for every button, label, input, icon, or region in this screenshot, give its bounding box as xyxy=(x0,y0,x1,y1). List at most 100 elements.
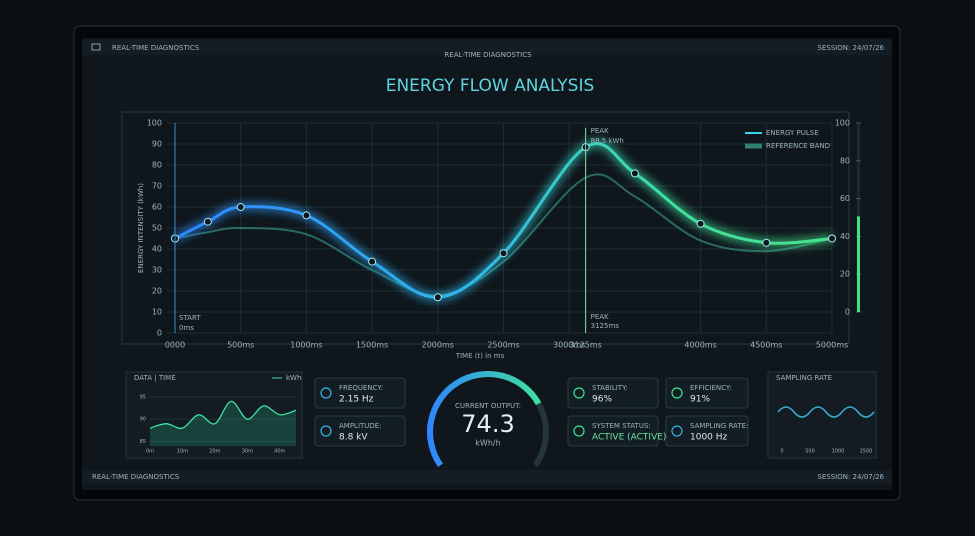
footer-left: REAL-TIME DIAGNOSTICS xyxy=(92,473,180,481)
x-tick-label: 500ms xyxy=(227,341,254,350)
data-point xyxy=(368,257,377,266)
x-tick-label: 5000ms xyxy=(816,341,848,350)
session: SESSION: 24/07/26 xyxy=(817,44,884,52)
legend-label: ENERGY PULSE xyxy=(766,129,819,137)
y-tick-label: 0 xyxy=(157,329,162,338)
x-tick-label: 0000 xyxy=(165,341,185,350)
data-point xyxy=(762,238,771,247)
menu-icon[interactable] xyxy=(91,43,101,51)
metric-icon xyxy=(573,387,585,399)
legend-label: REFERENCE BAND xyxy=(766,142,830,150)
sampling-panel xyxy=(767,371,877,459)
mini-legend: kWh xyxy=(286,374,301,382)
metric-label: SAMPLING RATE: xyxy=(690,422,748,430)
metric-icon xyxy=(320,425,332,437)
metric-value: 8.8 kV xyxy=(339,433,368,443)
sampling-tick: 1000 xyxy=(832,449,845,455)
metric-value: 96% xyxy=(592,395,612,405)
metric-box xyxy=(665,377,749,409)
mini-x-tick: 20m xyxy=(209,449,220,455)
sampling-tick: 0 xyxy=(780,449,783,455)
data-point xyxy=(828,234,836,243)
metric-box xyxy=(567,377,659,409)
metric-value: 1000 Hz xyxy=(690,433,728,443)
y-tick-label: 30 xyxy=(152,266,162,275)
x-tick-label: 1500ms xyxy=(356,341,388,350)
metric-label: SYSTEM STATUS: xyxy=(592,422,651,430)
right-tick-label: 20 xyxy=(840,270,850,279)
metric-icon xyxy=(671,387,683,399)
metric-label: STABILITY: xyxy=(592,384,628,392)
data-point xyxy=(203,217,212,226)
gauge-fill xyxy=(427,371,542,467)
metric-label: FREQUENCY: xyxy=(339,384,383,392)
data-point xyxy=(630,169,639,178)
sampling-title: SAMPLING RATE xyxy=(776,374,832,382)
data-point xyxy=(696,219,705,228)
mini-y-tick: 95 xyxy=(140,394,146,400)
sampling-tick: 500 xyxy=(805,449,815,455)
footer-bar xyxy=(82,470,892,484)
start-time: 0ms xyxy=(179,324,194,332)
y-tick-label: 20 xyxy=(152,287,162,296)
right-tick-label: 0 xyxy=(845,308,850,317)
metric-icon xyxy=(573,425,585,437)
sampling-wave xyxy=(777,406,875,418)
x-tick-label: 3000ms xyxy=(553,341,585,350)
x-tick-label: 4000ms xyxy=(684,341,716,350)
mini-x-tick: 30m xyxy=(242,449,253,455)
mini-y-tick: 85 xyxy=(140,439,146,445)
gauge-unit: kWh/h xyxy=(475,439,500,448)
chart-title: ENERGY FLOW ANALYSIS xyxy=(386,76,595,96)
metric-value: ACTIVE (ACTIVE) xyxy=(592,433,666,443)
metric-value: 2.15 Hz xyxy=(339,395,374,405)
x-tick-label: 2500ms xyxy=(487,341,519,350)
right-tick-label: 40 xyxy=(840,232,850,241)
metric-box xyxy=(314,415,406,447)
peak-time: 3125ms xyxy=(591,322,620,330)
metric-label: AMPLITUDE: xyxy=(339,422,382,430)
peak-label: PEAK xyxy=(591,127,609,135)
y-axis-label: ENERGY INTENSITY (kWh) xyxy=(137,183,145,273)
y-tick-label: 10 xyxy=(152,308,162,317)
mini-y-tick: 90 xyxy=(140,417,146,423)
x-tick-label: 3125ms xyxy=(569,341,601,350)
metric-icon xyxy=(671,425,683,437)
y-tick-label: 70 xyxy=(152,182,162,191)
x-axis-label: TIME (t) in ms xyxy=(455,352,505,360)
metric-box xyxy=(567,415,659,447)
text-layer: REAL-TIME DIAGNOSTICS REAL-TIME DIAGNOST… xyxy=(92,44,885,481)
metric-label: EFFICIENCY: xyxy=(690,384,732,392)
gauge-label: CURRENT OUTPUT: xyxy=(455,402,521,410)
x-tick-label: 4500ms xyxy=(750,341,782,350)
header-bar xyxy=(82,40,892,55)
data-point xyxy=(302,211,311,220)
metric-icon xyxy=(320,387,332,399)
x-tick-label: 1000ms xyxy=(290,341,322,350)
peak-value: 88.5 kWh xyxy=(591,137,624,145)
data-point xyxy=(433,293,442,302)
right-tick-label: 100 xyxy=(835,119,850,128)
right-scale-level xyxy=(857,216,860,312)
gauge-value: 74.3 xyxy=(461,410,514,438)
header-center: REAL-TIME DIAGNOSTICS xyxy=(444,51,532,59)
y-tick-label: 60 xyxy=(152,203,162,212)
metric-box xyxy=(314,377,406,409)
right-tick-label: 80 xyxy=(840,156,850,165)
mini-x-tick: 10m xyxy=(177,449,188,455)
metric-value: 91% xyxy=(690,395,710,405)
metric-box xyxy=(665,415,749,447)
mini-x-tick: 0m xyxy=(146,449,154,455)
y-tick-label: 80 xyxy=(152,161,162,170)
mini-line xyxy=(149,400,297,430)
peak-time-label: PEAK xyxy=(591,313,609,321)
mini-panel xyxy=(125,371,303,459)
data-point xyxy=(236,203,245,211)
x-tick-label: 2000ms xyxy=(422,341,454,350)
mini-x-tick: 40m xyxy=(274,449,285,455)
footer-right: SESSION: 24/07/26 xyxy=(817,473,884,481)
start-label: START xyxy=(179,314,201,322)
data-point xyxy=(499,249,508,258)
